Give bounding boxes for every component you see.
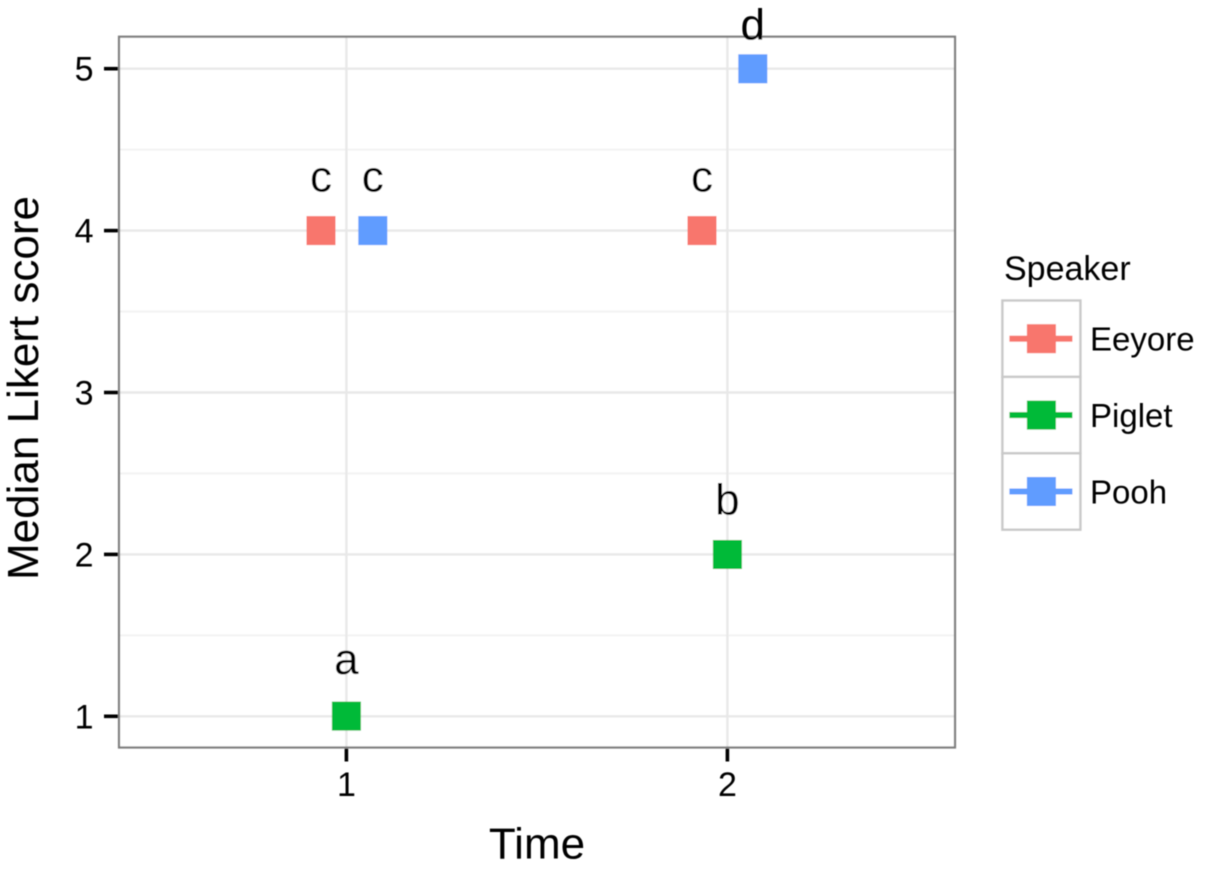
svg-text:2: 2 [75, 536, 94, 574]
svg-text:2: 2 [718, 766, 737, 804]
svg-text:3: 3 [75, 375, 94, 413]
svg-text:Time: Time [489, 820, 585, 869]
svg-text:c: c [362, 153, 384, 202]
svg-text:5: 5 [75, 51, 94, 89]
svg-text:1: 1 [337, 766, 356, 804]
svg-text:d: d [741, 1, 765, 50]
svg-text:a: a [334, 635, 359, 684]
svg-text:Eeyore: Eeyore [1090, 321, 1195, 358]
svg-text:c: c [691, 153, 713, 202]
svg-text:Median Likert score: Median Likert score [0, 196, 48, 580]
svg-text:1: 1 [75, 698, 94, 736]
svg-text:Piglet: Piglet [1090, 397, 1173, 434]
svg-text:4: 4 [75, 213, 94, 251]
svg-text:Pooh: Pooh [1090, 474, 1167, 511]
svg-text:b: b [715, 476, 739, 525]
svg-text:c: c [310, 153, 332, 202]
svg-text:Speaker: Speaker [1004, 250, 1131, 288]
